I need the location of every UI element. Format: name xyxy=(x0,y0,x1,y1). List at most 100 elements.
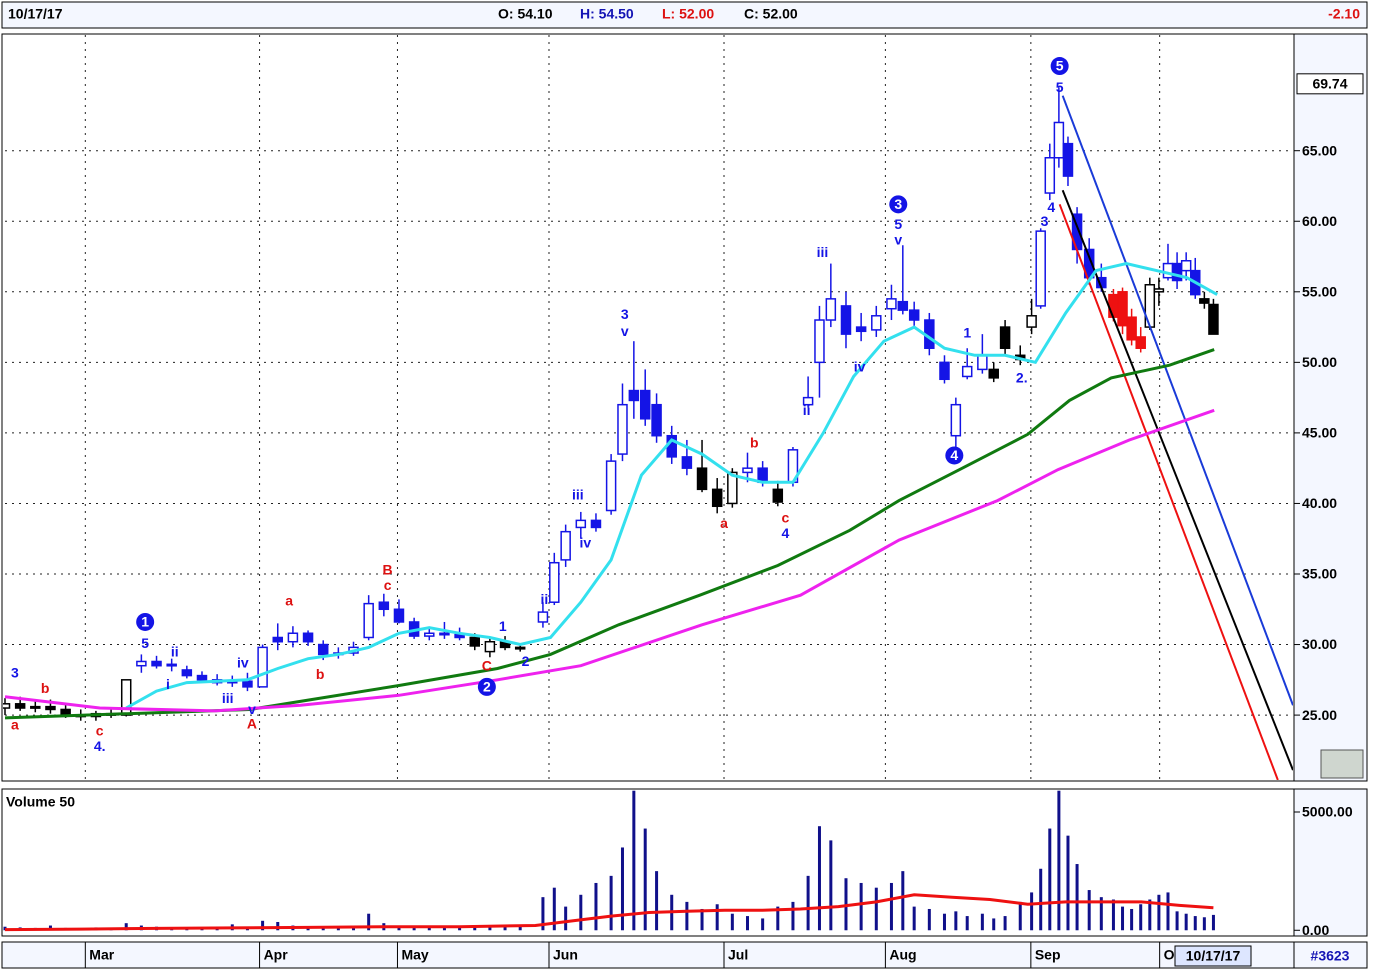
price-axis-panel xyxy=(1293,33,1368,782)
wave-label: 3 xyxy=(11,664,19,680)
header-open: O: 54.10 xyxy=(498,6,553,22)
moving-average xyxy=(4,893,1214,932)
x-tick-label: Mar xyxy=(89,947,114,963)
wave-label: v xyxy=(894,231,902,247)
volume-bar xyxy=(609,875,613,931)
wave-label: 1 xyxy=(963,324,971,340)
candle-body xyxy=(840,305,852,335)
wave-label: ii xyxy=(541,591,549,607)
x-tick-label: Jul xyxy=(728,947,748,963)
candle-body xyxy=(151,660,162,667)
wave-label: ii xyxy=(803,402,811,418)
y-tick-label: 55.00 xyxy=(1302,284,1337,300)
moving-average xyxy=(4,408,1215,713)
candle-body xyxy=(628,389,640,402)
wave-label: iii xyxy=(817,244,829,260)
volume-bar xyxy=(594,882,598,931)
x-tick-label: Jun xyxy=(553,947,578,963)
volume-bar xyxy=(965,916,969,931)
y-tick-label: 65.00 xyxy=(1302,142,1337,158)
candle-body xyxy=(886,298,897,310)
volume-bar xyxy=(1166,892,1170,931)
volume-bar xyxy=(1003,916,1007,931)
candle-body xyxy=(378,601,390,611)
volume-bar xyxy=(1193,916,1197,931)
wave-label: iv xyxy=(237,655,249,671)
candle-body xyxy=(363,602,374,639)
candle-body xyxy=(136,660,147,667)
toolbar-icon[interactable] xyxy=(1320,749,1364,779)
header-bar xyxy=(1,1,1368,29)
volume-bar xyxy=(564,906,568,931)
y-tick-label: 45.00 xyxy=(1302,425,1337,441)
volume-bar xyxy=(1057,790,1061,931)
candle-body xyxy=(742,467,753,474)
wave-label: 5 xyxy=(141,635,149,651)
volume-bar xyxy=(458,927,462,931)
header-change: -2.10 xyxy=(1328,6,1360,22)
candle-body xyxy=(514,646,526,650)
y-tick-label: 0.00 xyxy=(1302,922,1329,938)
header-low: L: 52.00 xyxy=(662,6,714,22)
volume-bar xyxy=(954,911,958,931)
volume-bar xyxy=(901,871,905,931)
candle-body xyxy=(1108,293,1119,318)
trend-line xyxy=(1061,189,1293,771)
wave-circle xyxy=(889,195,908,214)
axes: 25.0030.0035.0040.0045.0050.0055.0060.00… xyxy=(11,57,1364,968)
candle-body xyxy=(939,361,950,381)
wave-label: a xyxy=(285,593,293,609)
wave-label: a xyxy=(720,515,728,531)
time-axis-bar xyxy=(1,941,1295,969)
wave-label: 3 xyxy=(1041,213,1049,229)
candle-body xyxy=(484,640,496,653)
price-plot xyxy=(3,35,1293,780)
candle-body xyxy=(977,354,988,371)
wave-label: c xyxy=(384,577,392,593)
symbol-id: #3623 xyxy=(1311,948,1350,964)
y-tick-label: 5000.00 xyxy=(1302,804,1353,820)
candle-body xyxy=(424,632,435,637)
wave-label: c xyxy=(96,722,104,738)
volume-bar xyxy=(1066,835,1070,931)
candle-body xyxy=(1126,316,1137,341)
candle-body xyxy=(1026,315,1037,328)
y-tick-label: 25.00 xyxy=(1302,707,1337,723)
footer-date-box xyxy=(1174,945,1252,967)
wave-label: iii xyxy=(222,690,234,706)
volume-bar xyxy=(829,840,833,931)
candle-body xyxy=(1062,142,1074,177)
candle-body xyxy=(537,611,549,623)
candle-body xyxy=(1180,260,1192,272)
volume-bar xyxy=(859,882,863,931)
wave-label: 4 xyxy=(1047,199,1055,215)
wave-label: 2 xyxy=(522,653,530,669)
candle-body xyxy=(908,309,920,321)
wave-label: 5 xyxy=(1056,58,1064,74)
candle-body xyxy=(393,608,405,623)
volume-bar xyxy=(427,927,431,931)
candle-body xyxy=(961,365,973,378)
x-tick-label: May xyxy=(401,947,428,963)
candle-body xyxy=(802,396,814,406)
candle-body xyxy=(1135,336,1146,349)
y-tick-label: 30.00 xyxy=(1302,636,1337,652)
volume-bar xyxy=(412,926,416,931)
wave-circle xyxy=(1050,57,1069,76)
candle-body xyxy=(639,389,651,420)
last-price-label: 69.74 xyxy=(1312,76,1347,92)
volume-bar xyxy=(912,906,916,931)
volume-bar xyxy=(632,790,636,931)
volume-bar xyxy=(817,826,821,931)
candle-body xyxy=(590,519,602,529)
candle-body xyxy=(617,403,628,455)
candle-body xyxy=(1117,291,1128,327)
wave-label: iii xyxy=(572,487,584,503)
volume-bar xyxy=(730,913,734,931)
candle-body xyxy=(3,703,11,709)
trend-line xyxy=(1061,95,1293,706)
wave-circle xyxy=(477,677,496,696)
candle-body xyxy=(727,471,738,505)
candle-body xyxy=(999,326,1011,349)
wave-label: 4 xyxy=(950,447,958,463)
